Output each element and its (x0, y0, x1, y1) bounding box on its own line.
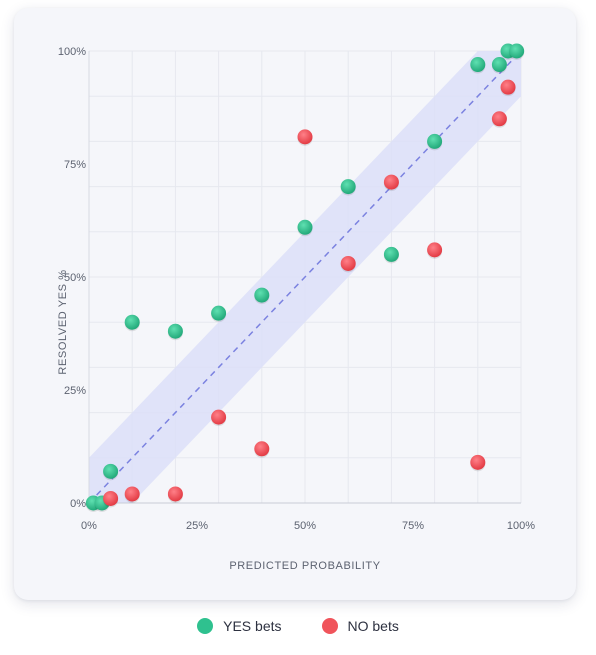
legend-swatch-no (321, 618, 338, 634)
y-tick-label: 50% (64, 272, 86, 284)
data-points (85, 43, 525, 512)
yes-bet-point[interactable] (124, 314, 140, 330)
no-bet-point[interactable] (383, 174, 399, 190)
legend-swatch-yes (197, 618, 214, 634)
legend-label-yes: YES bets (223, 618, 282, 634)
x-axis-title: PREDICTED PROBABILITY (229, 560, 380, 572)
legend-item-no[interactable]: NO bets (321, 618, 399, 634)
yes-bet-point[interactable] (167, 323, 183, 339)
legend-label-no: NO bets (347, 618, 399, 634)
yes-bet-point[interactable] (470, 57, 486, 73)
no-bet-point[interactable] (427, 242, 443, 258)
yes-bet-point[interactable] (509, 43, 525, 59)
x-tick-label: 75% (402, 520, 424, 532)
no-bet-point[interactable] (124, 486, 140, 502)
x-tick-label: 25% (186, 520, 208, 532)
no-bet-point[interactable] (254, 441, 270, 457)
y-tick-label: 75% (64, 159, 86, 171)
yes-bet-point[interactable] (103, 463, 119, 479)
axes (88, 51, 521, 504)
y-tick-label: 0% (70, 498, 86, 510)
yes-bet-point[interactable] (297, 219, 313, 235)
no-bet-point[interactable] (340, 255, 356, 271)
no-bet-point[interactable] (211, 409, 227, 425)
legend: YES bets NO bets (0, 618, 596, 634)
x-tick-label: 100% (507, 520, 535, 532)
no-bet-point[interactable] (297, 129, 313, 145)
no-bet-point[interactable] (491, 111, 507, 127)
calibration-band (88, 50, 522, 504)
no-bet-point[interactable] (167, 486, 183, 502)
y-tick-label: 25% (64, 385, 86, 397)
yes-bet-point[interactable] (211, 305, 227, 321)
no-bet-point[interactable] (500, 79, 516, 95)
no-bet-point[interactable] (103, 490, 119, 506)
y-axis-title: RESOLVED YES % (57, 269, 69, 374)
x-tick-label: 50% (294, 520, 316, 532)
yes-bet-point[interactable] (254, 287, 270, 303)
legend-item-yes[interactable]: YES bets (197, 618, 282, 634)
yes-bet-point[interactable] (383, 246, 399, 262)
y-tick-label: 100% (58, 46, 86, 58)
perfect-calibration-line (88, 50, 522, 504)
yes-bet-point[interactable] (427, 133, 443, 149)
yes-bet-point[interactable] (491, 57, 507, 73)
x-tick-label: 0% (81, 520, 97, 532)
no-bet-point[interactable] (470, 454, 486, 470)
yes-bet-point[interactable] (340, 179, 356, 195)
tick-labels: 0% 0% 25% 25% 50% 50% 75% 75% 100% 100% (58, 46, 535, 532)
